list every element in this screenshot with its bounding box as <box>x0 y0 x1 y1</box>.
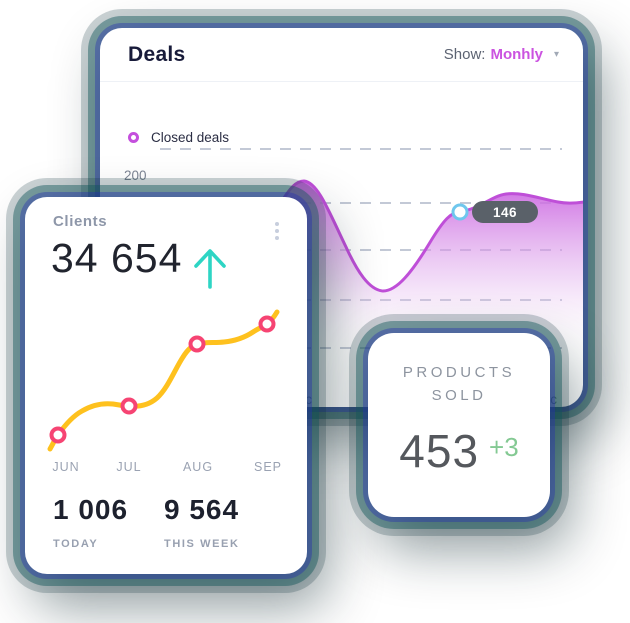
legend: Closed deals <box>128 130 229 145</box>
stat-this-week-value: 9 564 <box>164 494 240 525</box>
chevron-down-icon: ▾ <box>553 49 559 60</box>
products-title-line2: SOLD <box>431 387 487 405</box>
clients-chart: JUN JUL AUG SEP <box>47 309 282 474</box>
month-label-sep: SEP <box>254 460 282 474</box>
show-label: Show: <box>443 46 486 63</box>
month-label-jul: JUL <box>116 460 141 474</box>
trend-up-arrow-icon <box>194 249 226 289</box>
legend-label: Closed deals <box>151 130 230 145</box>
highlight-point[interactable] <box>451 203 469 221</box>
tooltip-badge: 146 <box>472 201 538 223</box>
deals-title: Deals <box>128 42 186 66</box>
tooltip-value: 146 <box>492 204 518 220</box>
clients-markers <box>49 315 276 444</box>
month-label-jun: JUN <box>52 460 79 474</box>
stat-today: 1 006 TODAY <box>53 494 128 550</box>
products-title-line1: PRODUCTS <box>402 364 516 381</box>
legend-ring-icon <box>128 132 139 143</box>
clients-title: Clients <box>53 213 108 230</box>
stat-this-week-label: THIS WEEK <box>164 538 240 550</box>
show-value: Monhly <box>490 46 543 63</box>
kebab-menu-icon[interactable] <box>273 217 281 245</box>
deals-header: Deals Show: Monhly ▾ <box>100 28 583 82</box>
clients-line <box>47 309 280 452</box>
stat-today-label: TODAY <box>53 538 99 550</box>
y-axis-tick: 200 <box>124 168 147 183</box>
clients-total: 34 654 <box>51 235 183 281</box>
stat-today-value: 1 006 <box>53 494 129 525</box>
clients-card: Clients 34 654 JUN JUL AUG SEP 1 00 <box>25 197 307 574</box>
show-dropdown[interactable]: Show: Monhly ▾ <box>444 46 559 63</box>
products-sold-card: PRODUCTS SOLD 453 +3 <box>368 333 550 517</box>
month-labels: JUN JUL AUG SEP <box>52 460 282 474</box>
products-value: 453 <box>399 424 480 477</box>
products-delta-badge: +3 <box>489 432 519 462</box>
products-value-row: 453 +3 <box>399 424 518 478</box>
month-label-aug: AUG <box>183 460 213 474</box>
products-title: PRODUCTS SOLD <box>403 361 515 408</box>
stat-this-week: 9 564 THIS WEEK <box>164 494 240 550</box>
